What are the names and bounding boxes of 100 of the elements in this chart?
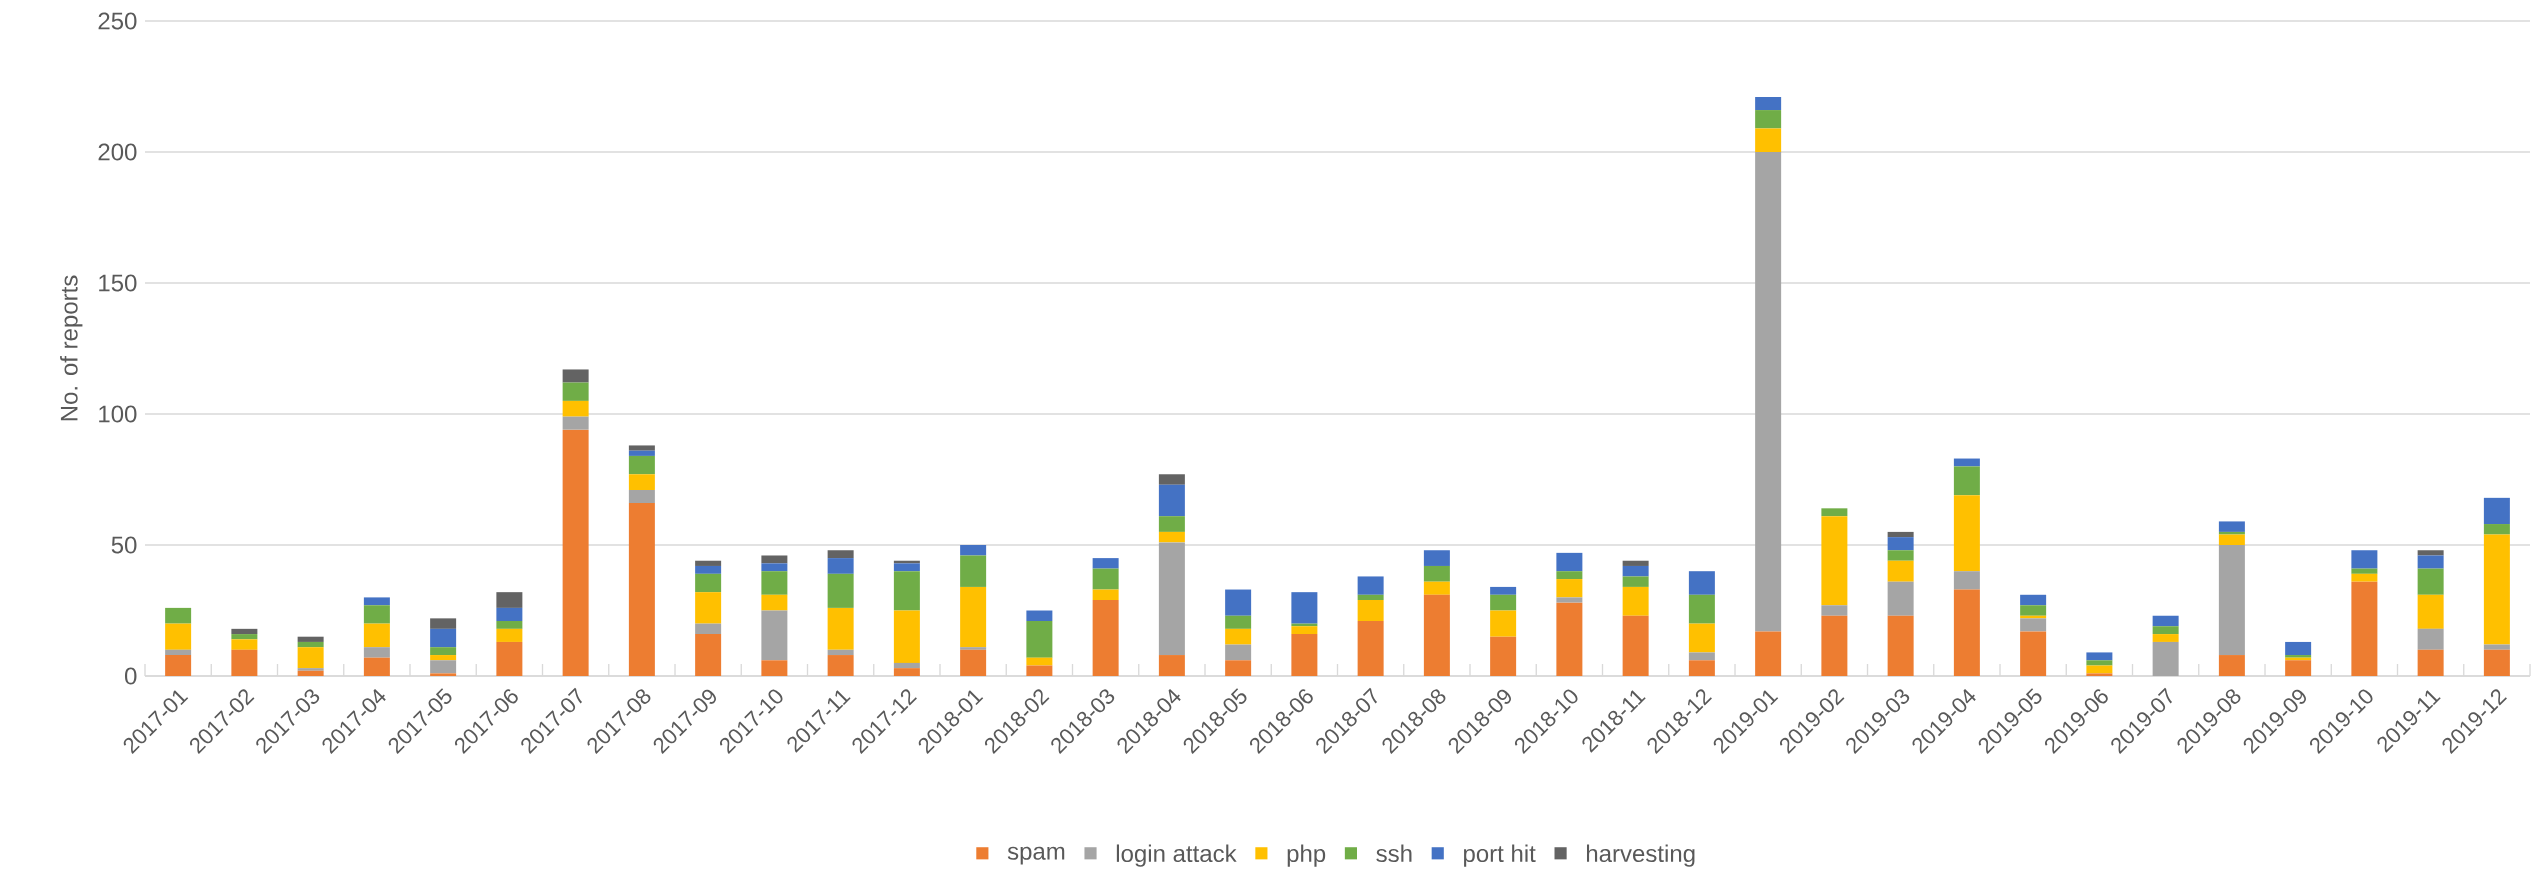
bar <box>2351 581 2378 676</box>
bar <box>1688 623 1715 653</box>
bar <box>1556 552 1583 572</box>
bar <box>1953 466 1980 496</box>
bar <box>960 649 987 676</box>
bar <box>562 416 589 430</box>
bar <box>1357 594 1384 601</box>
bar <box>1423 581 1450 595</box>
bar <box>1755 96 1782 111</box>
bar <box>628 503 655 676</box>
bar <box>827 649 854 656</box>
bar <box>363 647 390 658</box>
bar <box>2483 524 2510 535</box>
bar <box>1755 110 1782 129</box>
bar <box>761 594 788 611</box>
y-axis-title: No. of reports <box>60 275 83 421</box>
y-tick-label: 250 <box>98 12 137 30</box>
bar <box>297 641 324 648</box>
bar <box>1423 550 1450 566</box>
bar <box>1490 610 1517 637</box>
bar <box>761 555 788 564</box>
bar <box>430 655 457 661</box>
bar <box>2218 545 2245 656</box>
bar <box>1225 628 1252 645</box>
bar <box>1490 594 1517 611</box>
bar <box>2483 534 2510 645</box>
bar <box>231 649 258 676</box>
bar <box>363 605 390 624</box>
bar <box>628 445 655 451</box>
bar <box>960 545 987 556</box>
bar <box>496 620 523 629</box>
bar <box>827 550 854 559</box>
bar <box>960 555 987 587</box>
bar <box>2351 573 2378 582</box>
bar <box>1887 615 1914 676</box>
bar <box>1357 576 1384 595</box>
bar <box>1622 615 1649 676</box>
legend-label: spam <box>1007 846 1065 865</box>
bar <box>1291 626 1318 635</box>
bar <box>2218 521 2245 532</box>
bar <box>827 655 854 676</box>
bar <box>562 382 589 401</box>
bar <box>893 610 920 663</box>
bar <box>1423 594 1450 676</box>
y-tick-label: 50 <box>111 536 137 554</box>
bar <box>1158 484 1185 517</box>
bar <box>628 474 655 490</box>
bar <box>2020 631 2047 676</box>
bar <box>2483 649 2510 676</box>
bar <box>1026 620 1053 658</box>
bar <box>2086 652 2113 661</box>
bar <box>2417 628 2444 650</box>
bar <box>2417 568 2444 595</box>
bar <box>1158 531 1185 543</box>
bar <box>1887 560 1914 582</box>
bar <box>1821 615 1848 676</box>
bar <box>695 573 722 593</box>
bar <box>1556 597 1583 603</box>
bar <box>496 628 523 642</box>
bar <box>297 668 324 671</box>
bar <box>695 634 722 676</box>
bar <box>827 573 854 608</box>
bar <box>1556 571 1583 580</box>
bar <box>1622 565 1649 577</box>
bar <box>2417 555 2444 569</box>
bar <box>827 607 854 650</box>
bar <box>628 450 655 456</box>
bar <box>496 607 523 621</box>
bar <box>2086 660 2113 666</box>
bar <box>761 610 788 661</box>
bar <box>363 597 390 606</box>
bar <box>893 571 920 611</box>
bar <box>1953 589 1980 676</box>
bar <box>761 571 788 595</box>
bar <box>1423 565 1450 582</box>
bar <box>562 369 589 383</box>
bar <box>827 558 854 574</box>
bar <box>695 565 722 574</box>
bar <box>1887 537 1914 551</box>
bar <box>1755 631 1782 676</box>
bar <box>2417 550 2444 556</box>
bar <box>363 657 390 676</box>
bar <box>1821 516 1848 606</box>
bar <box>1092 558 1119 569</box>
bar <box>1622 586 1649 616</box>
y-tick-label: 150 <box>99 274 137 292</box>
bar <box>2285 660 2312 676</box>
bar <box>165 655 192 676</box>
bar <box>1092 600 1119 676</box>
bar <box>2020 594 2047 606</box>
bar <box>695 592 722 624</box>
bar <box>2417 649 2444 676</box>
legend-label: php <box>1287 844 1326 867</box>
bar <box>2351 568 2378 574</box>
bar <box>695 623 722 635</box>
bar <box>2152 615 2179 627</box>
y-tick-label: 0 <box>125 667 137 685</box>
bar <box>430 618 457 629</box>
bar <box>1225 615 1252 629</box>
legend-label: login attack <box>1116 844 1237 867</box>
